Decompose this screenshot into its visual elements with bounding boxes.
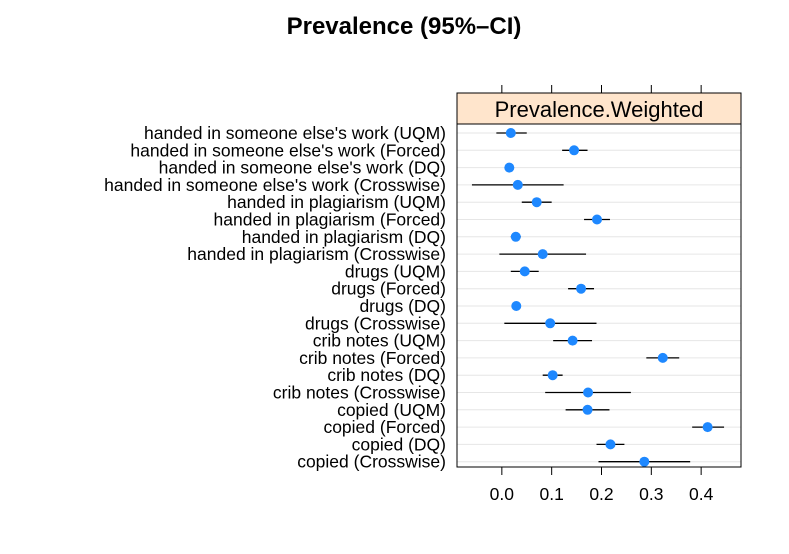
category-labels: handed in someone else's work (UQM)hande… [104, 123, 446, 472]
category-label: handed in plagiarism (UQM) [227, 192, 446, 212]
category-label: handed in someone else's work (Forced) [130, 140, 446, 160]
category-label: drugs (UQM) [345, 261, 446, 281]
category-label: crib notes (DQ) [327, 365, 446, 385]
category-label: drugs (Forced) [331, 279, 446, 299]
data-point [639, 456, 650, 467]
confidence-intervals [471, 132, 725, 463]
data-point [537, 249, 548, 260]
category-label: drugs (DQ) [359, 296, 446, 316]
data-point [545, 318, 556, 329]
x-tick-label: 0.2 [589, 484, 613, 504]
panel-frame [456, 123, 742, 468]
data-point [531, 197, 542, 208]
x-tick-label: 0.3 [639, 484, 663, 504]
x-tick-label: 0.4 [689, 484, 714, 504]
grid-lines [457, 132, 741, 463]
plot-panel: Prevalence.Weighted [456, 92, 742, 468]
category-label: copied (Crosswise) [297, 452, 446, 472]
data-point [702, 422, 713, 433]
data-point [583, 387, 594, 398]
data-point [510, 231, 521, 242]
strip-label: Prevalence.Weighted [495, 97, 704, 122]
category-label: copied (Forced) [323, 417, 446, 437]
data-point [547, 370, 558, 381]
data-point [592, 214, 603, 225]
data-point [519, 266, 530, 277]
category-label: crib notes (Crosswise) [273, 383, 446, 403]
data-point [505, 128, 516, 138]
data-point [567, 335, 578, 346]
category-label: handed in plagiarism (Crosswise) [187, 244, 446, 264]
data-point [504, 162, 515, 173]
data-point [512, 179, 523, 190]
data-point [511, 301, 522, 311]
category-label: crib notes (UQM) [313, 331, 446, 351]
data-point [569, 145, 580, 156]
category-label: handed in plagiarism (DQ) [242, 227, 446, 247]
data-point [582, 404, 593, 415]
chart-title: Prevalence (95%–CI) [287, 13, 522, 40]
x-tick-label: 0.0 [490, 484, 515, 504]
category-label: copied (DQ) [352, 434, 446, 454]
x-tick-label: 0.1 [540, 484, 564, 504]
data-point [657, 352, 668, 363]
x-axis: 0.0 0.1 0.2 0.3 0.4 [490, 85, 714, 504]
data-point [576, 283, 587, 294]
category-label: copied (UQM) [337, 400, 446, 420]
category-label: handed in someone else's work (DQ) [159, 158, 446, 178]
category-label: handed in plagiarism (Forced) [214, 210, 446, 230]
category-label: crib notes (Forced) [299, 348, 446, 368]
data-points [504, 128, 713, 467]
category-label: drugs (Crosswise) [305, 313, 446, 333]
strip-background [456, 92, 742, 125]
category-label: handed in someone else's work (UQM) [144, 123, 446, 143]
data-point [605, 439, 616, 450]
category-label: handed in someone else's work (Crosswise… [104, 175, 446, 195]
